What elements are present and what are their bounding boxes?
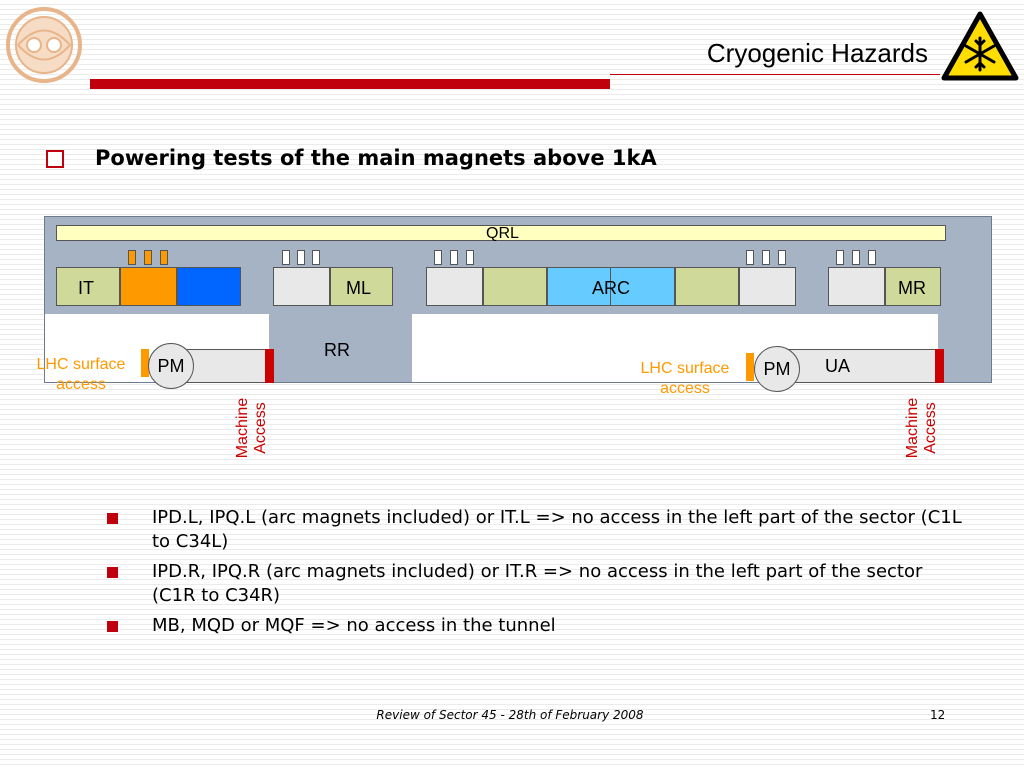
- arc-grey-right: [739, 267, 796, 306]
- page-title: Cryogenic Hazards: [706, 38, 928, 68]
- connection-tab: [160, 250, 168, 265]
- connection-tab: [434, 250, 442, 265]
- connection-tab: [297, 250, 305, 265]
- pm-right-label: PM: [763, 358, 791, 379]
- list-item: IPD.L, IPQ.L (arc magnets included) or I…: [100, 506, 970, 554]
- it-label: IT: [78, 278, 94, 298]
- ml-cell: [330, 267, 393, 306]
- left-surface-door: [141, 349, 149, 377]
- mr-cell: [885, 267, 941, 306]
- bullet-list: IPD.L, IPQ.L (arc magnets included) or I…: [100, 506, 970, 644]
- surface-access-left: LHC surface access: [36, 356, 126, 393]
- pm-left-circle: PM: [148, 343, 194, 389]
- title-underline-thin: [610, 74, 940, 75]
- pm-left-label: PM: [157, 355, 185, 376]
- bullet-square-icon: [107, 513, 118, 524]
- surface-access-right: LHC surface access: [640, 360, 730, 397]
- list-item: MB, MQD or MQF => no access in the tunne…: [100, 614, 970, 638]
- page-number: 12: [930, 708, 946, 722]
- ml-grey-segment: [273, 267, 330, 306]
- arc-green-right: [675, 267, 739, 306]
- connection-tab: [868, 250, 876, 265]
- connection-tab: [778, 250, 786, 265]
- machine-access-right: Machine Access: [904, 397, 939, 459]
- arc-label: ARC: [592, 278, 631, 298]
- it-cell: [56, 267, 120, 306]
- mr-grey-segment: [828, 267, 885, 306]
- ml-label: ML: [346, 278, 372, 298]
- connection-tab: [312, 250, 320, 265]
- pm-right-circle: PM: [754, 346, 800, 392]
- left-machine-access-door: [265, 349, 274, 383]
- bullet-square-icon: [107, 621, 118, 632]
- ua-gallery: [775, 349, 940, 383]
- mr-label: MR: [898, 278, 926, 298]
- lhc-logo-icon: [4, 6, 84, 84]
- connection-tab: [836, 250, 844, 265]
- connection-tab: [144, 250, 152, 265]
- qrl-label: QRL: [486, 225, 519, 242]
- title-underline-red: [90, 79, 610, 89]
- it-blue-segment: [177, 267, 241, 306]
- section-heading: Powering tests of the main magnets above…: [95, 146, 657, 170]
- arc-divider: [610, 267, 611, 306]
- right-surface-door: [746, 353, 754, 381]
- bullet-square-icon: [107, 567, 118, 578]
- connection-tab: [762, 250, 770, 265]
- footer-text: Review of Sector 45 - 28th of February 2…: [376, 708, 644, 722]
- list-item: IPD.R, IPQ.R (arc magnets included) or I…: [100, 560, 970, 608]
- arc-green-left: [483, 267, 547, 306]
- it-orange-segment: [120, 267, 177, 306]
- connection-tab: [282, 250, 290, 265]
- checkbox-bullet-icon: [46, 150, 64, 168]
- connection-tab: [746, 250, 754, 265]
- connection-tab: [128, 250, 136, 265]
- right-machine-access-door: [935, 349, 944, 383]
- machine-access-left: Machine Access: [234, 397, 269, 459]
- connection-tab: [852, 250, 860, 265]
- qrl-line: [56, 225, 946, 241]
- cryogenic-hazard-warning-icon: [940, 10, 1020, 82]
- arc-cell: [547, 267, 675, 306]
- rr-label: RR: [324, 340, 350, 360]
- arc-grey-left: [426, 267, 483, 306]
- ua-label: UA: [825, 356, 851, 376]
- connection-tab: [450, 250, 458, 265]
- connection-tab: [466, 250, 474, 265]
